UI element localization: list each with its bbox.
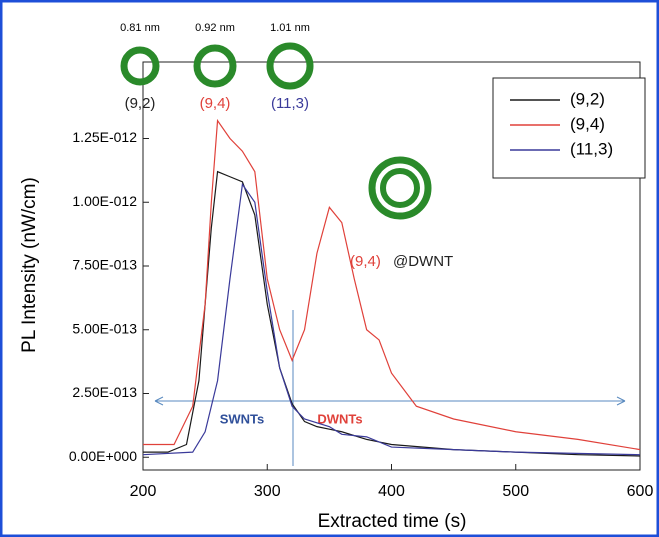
annotation: @DWNT xyxy=(393,253,453,270)
ring xyxy=(368,156,432,220)
annotation: (9,4) xyxy=(350,253,381,270)
y-tick-label: 2.50E-013 xyxy=(72,384,137,400)
nanotubes xyxy=(120,42,432,220)
annotation: SWNTs xyxy=(220,411,265,426)
annotation: (9,4) xyxy=(200,95,231,112)
annotation: (11,3) xyxy=(271,95,309,112)
y-tick-label: 0.00E+000 xyxy=(69,448,137,464)
line xyxy=(142,182,641,456)
annotation: 1.01 nm xyxy=(270,22,310,34)
annotation: DWNTs xyxy=(317,411,362,426)
annotation: (9,2) xyxy=(125,95,156,112)
x-tick-label: 400 xyxy=(378,483,405,500)
arrow-head xyxy=(154,396,626,406)
ring xyxy=(266,42,314,90)
x-axis-title: Extracted time (s) xyxy=(318,511,467,532)
y-tick-label: 5.00E-013 xyxy=(72,320,137,336)
legend-label: (11,3) xyxy=(570,139,613,158)
legend xyxy=(492,77,646,179)
ring xyxy=(120,46,160,86)
annotation: 0.92 nm xyxy=(195,22,235,34)
y-axis-title: PL Intensity (nW/cm) xyxy=(19,177,40,353)
y-tick-label: 7.50E-013 xyxy=(72,257,137,273)
ring xyxy=(380,168,420,208)
y-tick-label: 1.00E-012 xyxy=(72,193,137,209)
x-tick-label: 300 xyxy=(254,483,281,500)
x-tick-label: 200 xyxy=(130,483,157,500)
y-tick-label: 1.25E-012 xyxy=(72,129,137,145)
line xyxy=(143,118,641,451)
x-tick-label: 500 xyxy=(502,483,529,500)
annotation: 0.81 nm xyxy=(120,22,160,34)
x-tick-label: 600 xyxy=(627,483,654,500)
legend-label: (9,4) xyxy=(570,114,605,133)
legend-label: (9,2) xyxy=(570,89,605,108)
ring xyxy=(193,44,237,88)
